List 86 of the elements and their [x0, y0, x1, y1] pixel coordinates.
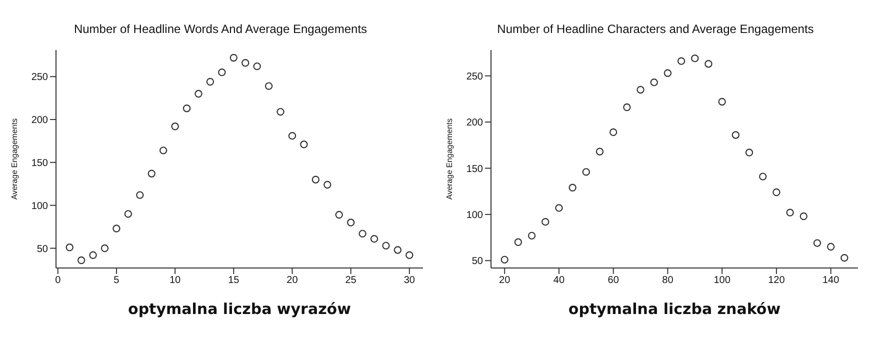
- y-tick-label: 100: [466, 210, 484, 221]
- point: [759, 172, 767, 180]
- point: [335, 210, 343, 219]
- point: [650, 78, 658, 86]
- point: [786, 208, 794, 216]
- y-tick-label: 250: [31, 72, 48, 84]
- point: [89, 251, 97, 259]
- x-tick-label: 40: [553, 275, 565, 286]
- point: [159, 146, 168, 154]
- x-tick-label: 0: [55, 275, 62, 286]
- x-tick-label: 25: [345, 275, 357, 286]
- point: [542, 218, 550, 226]
- point: [370, 234, 378, 243]
- point: [124, 210, 132, 218]
- point: [596, 148, 604, 156]
- x-tick-label: 120: [768, 275, 786, 286]
- point: [691, 54, 699, 62]
- point: [555, 204, 563, 212]
- point: [500, 256, 508, 264]
- y-tick-label: 150: [466, 164, 484, 175]
- y-tick-label: 50: [36, 244, 48, 255]
- point: [609, 128, 618, 136]
- x-axis-title: optymalna liczba wyrazów: [128, 300, 352, 318]
- point: [636, 86, 644, 94]
- point: [194, 90, 202, 98]
- point: [346, 218, 355, 226]
- point: [745, 148, 754, 156]
- point: [77, 256, 86, 264]
- point: [514, 238, 522, 246]
- point: [218, 68, 226, 76]
- point: [568, 184, 576, 192]
- x-tick-label: 5: [114, 275, 120, 286]
- x-axis-title: optymalna liczba znaków: [568, 300, 781, 318]
- point: [704, 60, 712, 68]
- x-tick-label: 30: [404, 275, 416, 286]
- point: [382, 242, 390, 250]
- y-axis-title: Average Engagements: [444, 118, 454, 200]
- chart-title: Number of Headline Words And Average Engagements: [72, 21, 368, 38]
- point: [182, 104, 191, 112]
- point: [206, 78, 214, 86]
- x-tick-label: 140: [822, 275, 840, 286]
- x-tick-label: 10: [169, 275, 182, 286]
- y-tick-label: 50: [472, 256, 484, 268]
- point: [800, 212, 808, 220]
- x-tick-label: 15: [228, 275, 240, 286]
- y-tick-label: 250: [466, 71, 484, 82]
- x-tick-label: 60: [608, 275, 620, 286]
- point: [276, 108, 284, 116]
- x-tick-label: 20: [499, 275, 511, 286]
- point: [112, 224, 120, 232]
- point: [66, 244, 74, 252]
- point: [813, 239, 822, 247]
- point: [230, 54, 238, 62]
- point: [136, 191, 144, 199]
- x-tick-label: 80: [662, 275, 674, 286]
- point: [358, 230, 366, 238]
- point: [171, 122, 179, 130]
- point: [264, 82, 273, 90]
- point: [528, 232, 536, 240]
- point: [300, 140, 308, 148]
- point: [242, 59, 250, 67]
- point: [148, 170, 156, 178]
- point: [677, 57, 686, 65]
- point: [394, 246, 402, 254]
- y-tick-label: 150: [31, 158, 48, 169]
- y-axis-title: Average Engagements: [10, 118, 19, 200]
- point: [623, 103, 631, 112]
- y-tick-label: 200: [466, 118, 484, 129]
- y-tick-label: 100: [31, 200, 48, 212]
- point: [840, 254, 848, 262]
- x-tick-label: 20: [286, 275, 298, 286]
- chart-title: Number of Headline Characters and Average Engagements: [496, 21, 815, 38]
- point: [253, 62, 261, 70]
- point: [288, 132, 296, 140]
- y-tick-label: 200: [31, 115, 48, 126]
- point: [718, 98, 726, 106]
- point: [582, 168, 590, 176]
- point: [826, 242, 835, 251]
- x-tick-label: 100: [714, 275, 731, 286]
- point: [324, 180, 332, 189]
- point: [312, 176, 320, 184]
- point: [100, 244, 109, 252]
- point: [732, 131, 740, 139]
- point: [664, 69, 672, 77]
- point: [406, 251, 414, 259]
- point: [772, 188, 780, 196]
